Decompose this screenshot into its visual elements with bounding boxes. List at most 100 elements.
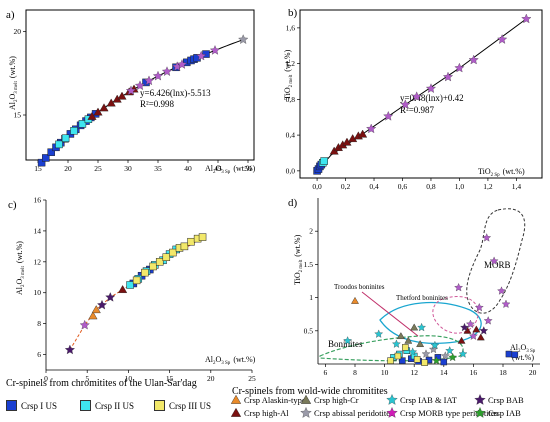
legend-item-crsp-i-us: Crsp I US: [6, 400, 57, 411]
y-tick-label: 2: [309, 227, 313, 236]
svg-text:TiO2 melt(wt.%): TiO2 melt(wt.%): [283, 49, 294, 100]
crsp-high-al-point: [472, 325, 481, 333]
crsp-morb-type-peridotites-point: [521, 13, 532, 24]
crsp-morb-type-peridotites-point: [468, 54, 479, 65]
crsp-high-al-point: [93, 107, 103, 116]
panel-d-ylabel: TiO2 melt(wt.%): [293, 234, 304, 285]
panel-a-marks: 15 20 25 30 35 40 45 50 15 20: [14, 27, 253, 173]
crsp-i-us-point: [505, 350, 513, 358]
panel-d-xlabel: Al2O3 Sp (wt.%): [510, 343, 536, 362]
x-tick-label: 10: [381, 368, 389, 377]
panel-b-marks: 0,0 0,2 0,4 0,6 0,8 1,0 1,2 1,4 0,0 0,4 0,8 1,2 1,6: [286, 13, 532, 191]
crsp-alaskin-type-point: [351, 296, 359, 304]
crsp-ii-us-point: [61, 134, 70, 142]
x-tick-label: 1,0: [455, 182, 465, 191]
x-tick-label: 0,0: [312, 182, 322, 191]
crsp-morb-type-peridotites-point: [469, 331, 478, 340]
y-tick-label: 14: [34, 226, 42, 235]
panel-c-marks: 0 5 10 15 20 25 6 8 10 12 14 16: [34, 196, 257, 384]
crsp-bab-point: [105, 292, 116, 302]
panel-a-chart: a) y=6.426(lnx)-5.513 R²=0.998 Al2O3 Sp(…: [6, 9, 256, 175]
y-tick-label: 0.5: [304, 326, 314, 335]
panel-d-label: d): [288, 197, 298, 209]
panel-b-label: b): [288, 7, 298, 19]
x-tick-label: 20: [207, 374, 215, 383]
crsp-i-us-point: [47, 148, 55, 156]
crsp-i-us-point: [511, 351, 519, 358]
crsp-iab-iat-point: [392, 339, 401, 348]
troodos-label: Troodos boninites: [334, 283, 385, 291]
crsp-iab-iat-point: [458, 349, 468, 358]
crsp-morb-type-peridotites-point: [196, 50, 207, 61]
crsp-alaskin-type-point: [91, 305, 101, 314]
crsp-iii-us-point: [149, 262, 157, 271]
x-tick-label: 25: [248, 374, 256, 383]
legend-item-crsp-iii-us: Crsp III US: [154, 400, 211, 411]
panel-c-chart: c) Al2O3 Sp (wt.%) Al2O3 melt(wt.%): [8, 199, 256, 371]
svg-text:Al2O3 Sp(wt.%): Al2O3 Sp (wt.%): [205, 164, 256, 175]
legend-left-title: Cr-spinels from chromitites of the Ulan-…: [6, 378, 197, 389]
crsp-iab-iat-point: [374, 329, 384, 338]
crsp-high-cr-point: [396, 332, 405, 340]
crsp-bab-point: [479, 326, 489, 335]
y-tick-label: 12: [34, 257, 42, 266]
panel-c-ylabel: Al2O3 melt(wt.%): [15, 241, 26, 295]
thetford-field-outline: [379, 302, 482, 345]
crsp-morb-type-peridotites-point: [134, 80, 146, 91]
panel-c-xlabel: Al2O3 Sp (wt.%): [205, 355, 256, 366]
crsp-high-al-point: [463, 326, 472, 334]
svg-text:(wt.%): (wt.%): [512, 353, 534, 362]
boninites-field-outline: [319, 335, 464, 362]
panel-b-chart: b) y=0.48(lnx)+0.42 R²=0.987 TiO2 Sp (wt.…: [283, 7, 543, 179]
crsp-ii-us-point: [70, 127, 78, 135]
x-tick-label: 45: [214, 164, 222, 173]
crsp-iii-us-point: [198, 233, 207, 241]
panel-a-ylabel: Al2O3 melt(wt.%): [8, 56, 19, 110]
x-tick-label: 10: [125, 374, 133, 383]
x-tick-label: 0,6: [398, 182, 408, 191]
panel-a-r2: R²=0.998: [140, 99, 175, 109]
crsp-morb-type-peridotites-point: [143, 75, 155, 86]
y-tick-label: 0,4: [286, 131, 296, 140]
crsp-morb-type-peridotites-point: [483, 316, 493, 325]
panel-a-equation: y=6.426(lnx)-5.513: [140, 88, 211, 98]
x-tick-label: 30: [124, 164, 132, 173]
crsp-morb-type-peridotites-point: [443, 71, 454, 82]
crsp-high-cr-point: [404, 336, 413, 344]
legend-swatch-crsp-ii-us: [80, 400, 91, 411]
crsp-morb-type-peridotites-point: [454, 62, 465, 73]
crsp-morb-type-peridotites-point: [79, 319, 90, 330]
panel-a-xlabel: Al2O3 Sp (wt.%): [205, 164, 256, 175]
legend-swatch-crsp-iii-us: [154, 400, 165, 411]
crsp-high-al-point: [87, 111, 97, 120]
y-tick-label: 15: [14, 111, 22, 120]
panel-d-marks: 6 8 10 12 14 16 18 20 0.5 1 1.5 2: [304, 227, 537, 377]
crsp-iii-us-point: [402, 344, 409, 351]
crsp-iii-us-point: [132, 276, 141, 285]
crsp-iii-us-point: [180, 242, 189, 251]
crsp-morb-type-peridotites-point: [125, 85, 137, 96]
x-tick-label: 18: [499, 368, 507, 377]
crsp-morb-type-peridotites-point: [209, 45, 221, 55]
crsp-alaskin-type-point: [88, 311, 98, 320]
crsp-iab-iat-point: [343, 336, 352, 345]
crsp-bab-point: [64, 344, 75, 355]
y-tick-label: 10: [34, 288, 42, 297]
y-tick-label: 20: [14, 27, 22, 36]
y-tick-label: 8: [37, 319, 41, 328]
x-tick-label: 5: [85, 374, 89, 383]
crsp-morb-type-peridotites-point: [383, 111, 394, 121]
crsp-iii-us-point: [155, 258, 164, 266]
crsp-iab-iat-point: [430, 340, 440, 350]
y-tick-label: 1,6: [286, 23, 296, 32]
y-tick-label: 16: [34, 196, 42, 205]
crsp-morb-type-peridotites-point: [497, 34, 508, 44]
trend-line: [69, 236, 205, 351]
x-tick-label: 0,8: [426, 182, 436, 191]
x-tick-label: 20: [529, 368, 537, 377]
crsp-morb-type-peridotites-point: [400, 99, 411, 110]
crsp-morb-type-peridotites-point: [366, 123, 377, 134]
crsp-iii-us-point: [421, 359, 428, 366]
